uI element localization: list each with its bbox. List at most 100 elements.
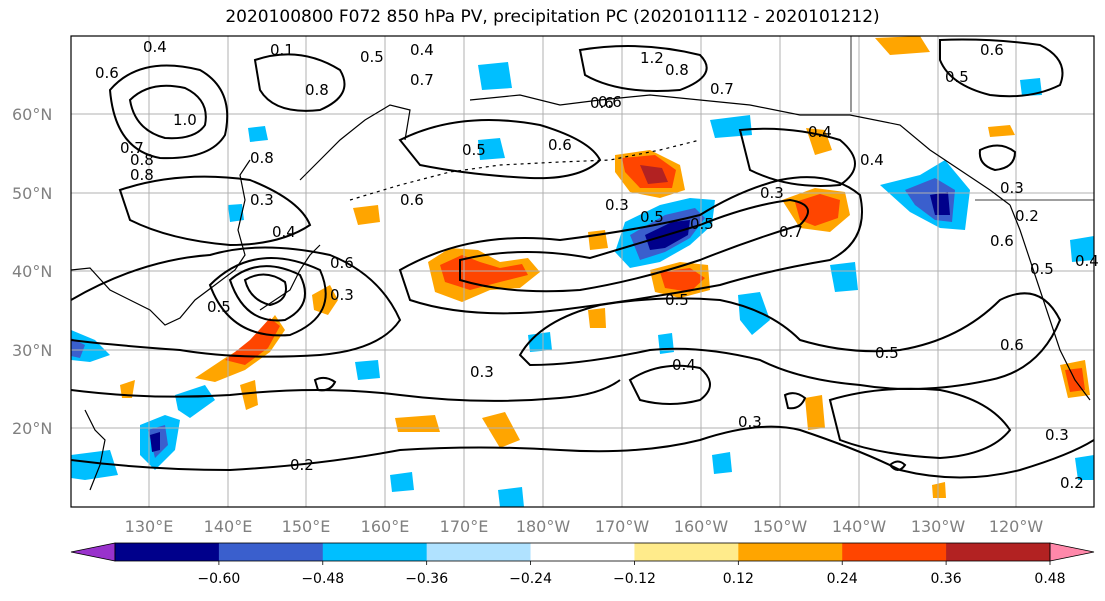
contour-label: 0.2 [1015, 207, 1039, 225]
contour-label: 0.8 [305, 81, 329, 99]
precip-negative-patch [712, 452, 732, 474]
lat-label-60n: 60°N [12, 105, 52, 124]
contour-label: 0.5 [690, 215, 714, 233]
precip-positive-patch [660, 268, 705, 292]
pv-contour [738, 127, 856, 187]
contour-label: 0.8 [250, 149, 274, 167]
pv-contour [71, 425, 1094, 479]
contour-label: 0.6 [1000, 336, 1024, 354]
pv-contour [628, 364, 711, 405]
contour-label: 0.4 [1075, 252, 1099, 270]
precip-positive-patch [588, 308, 606, 328]
contour-label: 0.5 [640, 208, 664, 226]
contour-label: 0.3 [1000, 179, 1024, 197]
pv-contour [398, 176, 863, 315]
precip-negative-patch [1070, 236, 1094, 262]
precip-negative-patch [1075, 455, 1094, 480]
map-layers [71, 36, 1094, 507]
contour-label: 0.1 [270, 41, 294, 59]
pv-contour [978, 144, 1017, 172]
contour-label: 0.5 [875, 344, 899, 362]
philippines-coast [84, 409, 106, 491]
contour-label: 0.5 [360, 48, 384, 66]
contour-label: 0.6 [400, 191, 424, 209]
colorbar-tick-label: 0.48 [1034, 571, 1065, 587]
colorbar-tick-label: −0.48 [301, 571, 344, 587]
colorbar-segment [738, 543, 843, 561]
colorbar-tick-label: −0.60 [197, 571, 240, 587]
lon-label: 180°W [516, 517, 571, 536]
contour-label: 0.7 [710, 80, 734, 98]
contour-label: 0.4 [143, 38, 167, 56]
precip-negative-patch [830, 262, 858, 292]
contour-label: 0.7 [410, 71, 434, 89]
colorbar-segment [634, 543, 739, 561]
precip-negative-patch [478, 138, 505, 160]
pv-contour [313, 376, 337, 392]
lon-label: 170°E [440, 517, 489, 536]
precip-positive-patch [805, 395, 825, 430]
lon-label: 140°W [832, 517, 887, 536]
colorbar-frame [114, 542, 1051, 562]
contour-label: 0.5 [462, 141, 486, 159]
precip-positive-patch [932, 482, 946, 498]
contour-label: 0.8 [130, 166, 154, 184]
lon-label: 120°W [989, 517, 1044, 536]
contour-label: 0.6 [980, 41, 1004, 59]
longitude-labels: 130°E 140°E 150°E 160°E 170°E 180°W 170°… [125, 517, 1044, 536]
contour-label: 0.3 [605, 196, 629, 214]
contour-label: 0.4 [272, 223, 296, 241]
colorbar-tick-label: 0.12 [723, 571, 754, 587]
contour-label: 0.6 [598, 93, 622, 111]
contour-label: 0.3 [1045, 426, 1069, 444]
precip-negative-patch [930, 192, 950, 215]
contour-label: 0.7 [120, 139, 144, 157]
pv-contour [71, 379, 621, 402]
contour-label: 0.5 [207, 298, 231, 316]
colorbar: −0.60 −0.48 −0.36 −0.24 −0.12 0.12 0.24 0.36 0.4… [70, 542, 1095, 587]
precip-negative-patch [738, 292, 770, 335]
precip-negative-patch [355, 360, 380, 380]
pv-contour [398, 119, 602, 180]
contour-label: 0.6 [548, 136, 572, 154]
kamchatka-coast [299, 104, 411, 181]
contour-label: 0.6 [990, 232, 1014, 250]
colorbar-tick-label: −0.36 [405, 571, 448, 587]
contour-label: 0.8 [130, 151, 154, 169]
precip-negative-patch [390, 472, 414, 492]
lon-label: 130°E [125, 517, 174, 536]
precip-positive-patch [875, 36, 930, 55]
contour-labels: 0.40.10.50.41.20.80.70.60.60.80.60.70.50… [95, 38, 1099, 492]
asia-coast [71, 159, 251, 326]
contour-label: 0.5 [945, 68, 969, 86]
colorbar-segment [842, 543, 947, 561]
contour-label: 1.0 [173, 111, 197, 129]
precip-positive-patch [120, 380, 135, 398]
precip-positive-patch [240, 380, 258, 410]
precip-positive-patch [353, 205, 380, 225]
na-coast [1009, 204, 1091, 401]
canada-border [850, 36, 1094, 201]
contour-label: 0.2 [1060, 474, 1084, 492]
pv-contours [71, 38, 1094, 479]
pv-contour [128, 84, 207, 140]
contour-label: 0.4 [410, 41, 434, 59]
pv-contour [939, 38, 1064, 98]
contour-label: 0.3 [760, 184, 784, 202]
precip-negative-patch [248, 126, 268, 142]
contour-label: 0.8 [665, 61, 689, 79]
colorbar-segment [426, 543, 532, 561]
colorbar-tick-label: −0.12 [613, 571, 656, 587]
contour-label: 0.3 [330, 286, 354, 304]
pv-contour [518, 292, 1062, 390]
lat-label-50n: 50°N [12, 184, 52, 203]
precip-positive-patch [395, 415, 440, 432]
contour-label: 0.3 [470, 363, 494, 381]
precip-negative-patch [498, 487, 524, 507]
colorbar-extend-min [70, 542, 116, 562]
lat-label-30n: 30°N [12, 341, 52, 360]
lon-label: 150°W [753, 517, 808, 536]
precip-positive-patch [482, 412, 520, 448]
coastlines [71, 36, 1094, 491]
pv-contour [783, 392, 807, 410]
